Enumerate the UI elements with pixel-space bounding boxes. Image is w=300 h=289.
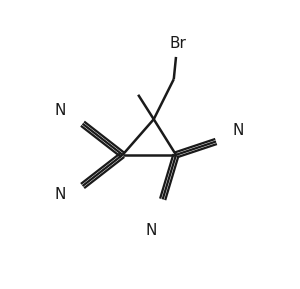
Text: Br: Br [170,36,187,51]
Text: N: N [55,103,66,118]
Text: N: N [146,223,157,238]
Text: N: N [55,187,66,202]
Text: N: N [232,123,244,138]
